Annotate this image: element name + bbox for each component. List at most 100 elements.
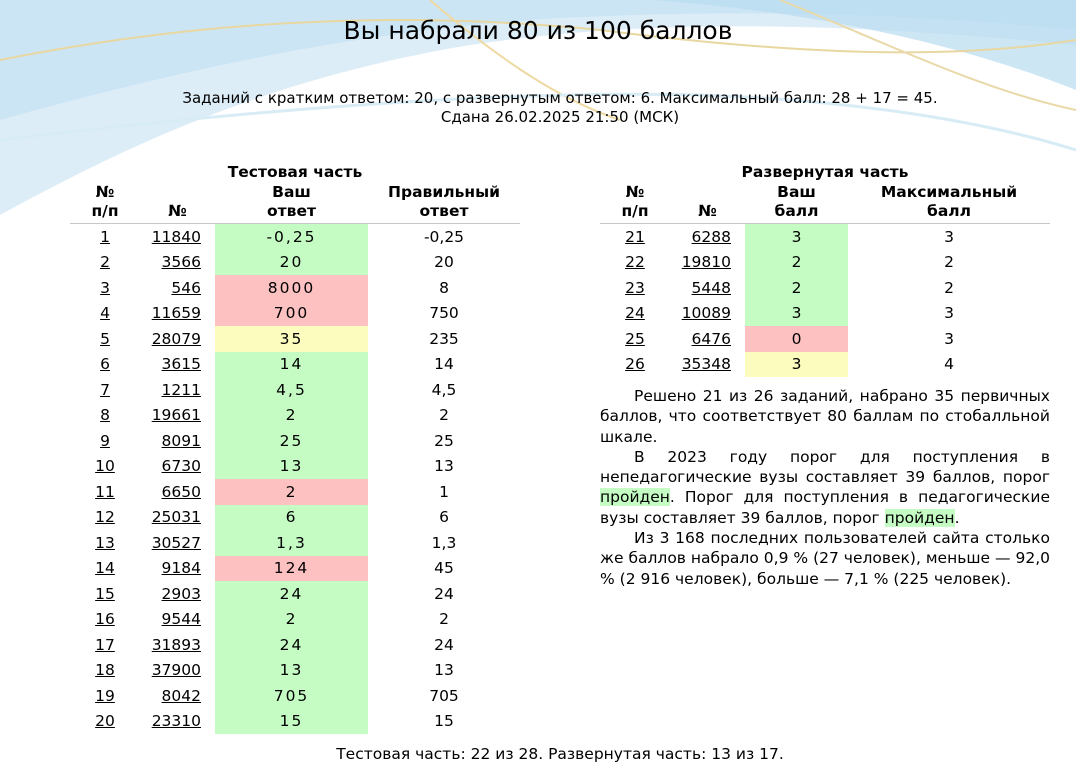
row-number-link[interactable]: 9 [100,431,110,450]
task-id-cell: 8091 [140,428,215,454]
task-id-link[interactable]: 6288 [691,227,731,246]
header-max-score: Максимальный балл [848,183,1050,224]
your-score-cell: 3 [745,223,848,250]
max-score: 2 [944,253,954,272]
row-number-link[interactable]: 11 [95,482,115,501]
task-id-link[interactable]: 25031 [151,508,201,527]
your-answer-cell: 1,3 [215,530,368,556]
header-correct-answer: Правильный ответ [368,183,520,224]
task-id-link[interactable]: 19810 [681,253,731,272]
task-id-link[interactable]: 6730 [161,457,201,476]
correct-answer: 24 [434,584,454,603]
task-id-link[interactable]: 3615 [161,355,201,374]
row-number-cell: 23 [600,275,670,301]
row-number-link[interactable]: 12 [95,508,115,527]
table-row: 19 8042 705 705 [70,683,520,709]
task-id-link[interactable]: 546 [171,278,201,297]
row-number-link[interactable]: 1 [100,227,110,246]
row-number-link[interactable]: 23 [625,278,645,297]
row-number-link[interactable]: 5 [100,329,110,348]
task-id-cell: 2903 [140,581,215,607]
your-score: 2 [791,253,802,272]
task-id-link[interactable]: 6650 [161,482,201,501]
table-row: 5 28079 35 235 [70,326,520,352]
row-number-link[interactable]: 16 [95,610,115,629]
row-number-cell: 12 [70,505,140,531]
row-number-link[interactable]: 6 [100,355,110,374]
max-score-cell: 2 [848,250,1050,276]
your-answer: 700 [273,304,310,323]
task-id-link[interactable]: 31893 [151,635,201,654]
task-id-link[interactable]: 1211 [161,380,201,399]
row-number-link[interactable]: 21 [625,227,645,246]
row-number-link[interactable]: 13 [95,533,115,552]
row-number-link[interactable]: 4 [100,304,110,323]
correct-answer: 2 [439,406,449,425]
task-id-link[interactable]: 11659 [151,304,201,323]
row-number-link[interactable]: 14 [95,559,115,578]
task-id-link[interactable]: 3566 [161,253,201,272]
row-number-link[interactable]: 15 [95,584,115,603]
test-part-table: Тестовая часть № п/п № Ваш ответ Правильны… [70,161,520,734]
task-id-link[interactable]: 5448 [691,278,731,297]
passed-badge: пройден [884,508,955,527]
task-id-link[interactable]: 8042 [161,686,201,705]
row-number-link[interactable]: 24 [625,304,645,323]
task-id-link[interactable]: 28079 [151,329,201,348]
row-number-link[interactable]: 10 [95,457,115,476]
your-answer-cell: 24 [215,581,368,607]
row-number-link[interactable]: 26 [625,355,645,374]
threshold-text: . [954,508,960,527]
your-answer: 24 [279,584,304,603]
correct-answer: 8 [439,278,449,297]
task-id-link[interactable]: 2903 [161,584,201,603]
your-answer: 2 [285,406,298,425]
correct-answer: 13 [434,457,454,476]
row-number-link[interactable]: 25 [625,329,645,348]
correct-answer-cell: 13 [368,658,520,684]
task-id-cell: 19661 [140,403,215,429]
row-number-link[interactable]: 2 [100,253,110,272]
passed-badge: пройден [600,488,670,507]
max-score: 3 [944,329,954,348]
row-number-link[interactable]: 7 [100,380,110,399]
table-row: 8 19661 2 2 [70,402,520,429]
task-id-link[interactable]: 35348 [681,355,731,374]
your-answer: -0,25 [266,227,317,246]
task-id-link[interactable]: 19661 [151,406,201,425]
row-number-link[interactable]: 8 [100,406,110,425]
task-id-link[interactable]: 37900 [151,661,201,680]
row-number-link[interactable]: 19 [95,686,115,705]
row-number-cell: 3 [70,275,140,301]
task-id-link[interactable]: 9184 [161,559,201,578]
task-id-link[interactable]: 9544 [161,610,201,629]
task-id-link[interactable]: 10089 [681,304,731,323]
your-answer: 20 [279,253,304,272]
row-number-link[interactable]: 22 [625,253,645,272]
row-number-link[interactable]: 20 [95,712,115,731]
task-id-link[interactable]: 30527 [151,533,201,552]
task-id-link[interactable]: 8091 [161,431,201,450]
correct-answer: 4,5 [431,380,457,399]
task-id-link[interactable]: 11840 [151,227,201,246]
task-id-link[interactable]: 23310 [151,712,201,731]
your-answer: 13 [279,661,304,680]
row-number-link[interactable]: 17 [95,635,115,654]
max-score: 4 [944,355,954,374]
summary-statistics: Из 3 168 последних пользователей сайта с… [600,529,1050,588]
correct-answer-cell: 13 [368,454,520,480]
row-number-link[interactable]: 18 [95,661,115,680]
your-score-cell: 2 [745,249,848,275]
task-id-cell: 11659 [140,301,215,327]
task-id-link[interactable]: 6476 [691,329,731,348]
correct-answer: -0,25 [423,227,465,246]
result-summary: Решено 21 из 26 заданий, набрано 35 перв… [600,386,1050,589]
row-number-cell: 4 [70,301,140,327]
table-row: 20 23310 15 15 [70,708,520,734]
your-answer-cell: 35 [215,326,368,352]
row-number-link[interactable]: 3 [100,278,110,297]
your-answer-cell: 24 [215,632,368,658]
row-number-cell: 24 [600,301,670,327]
header-your-answer: Ваш ответ [215,183,368,224]
your-answer-cell: 2 [215,402,368,428]
